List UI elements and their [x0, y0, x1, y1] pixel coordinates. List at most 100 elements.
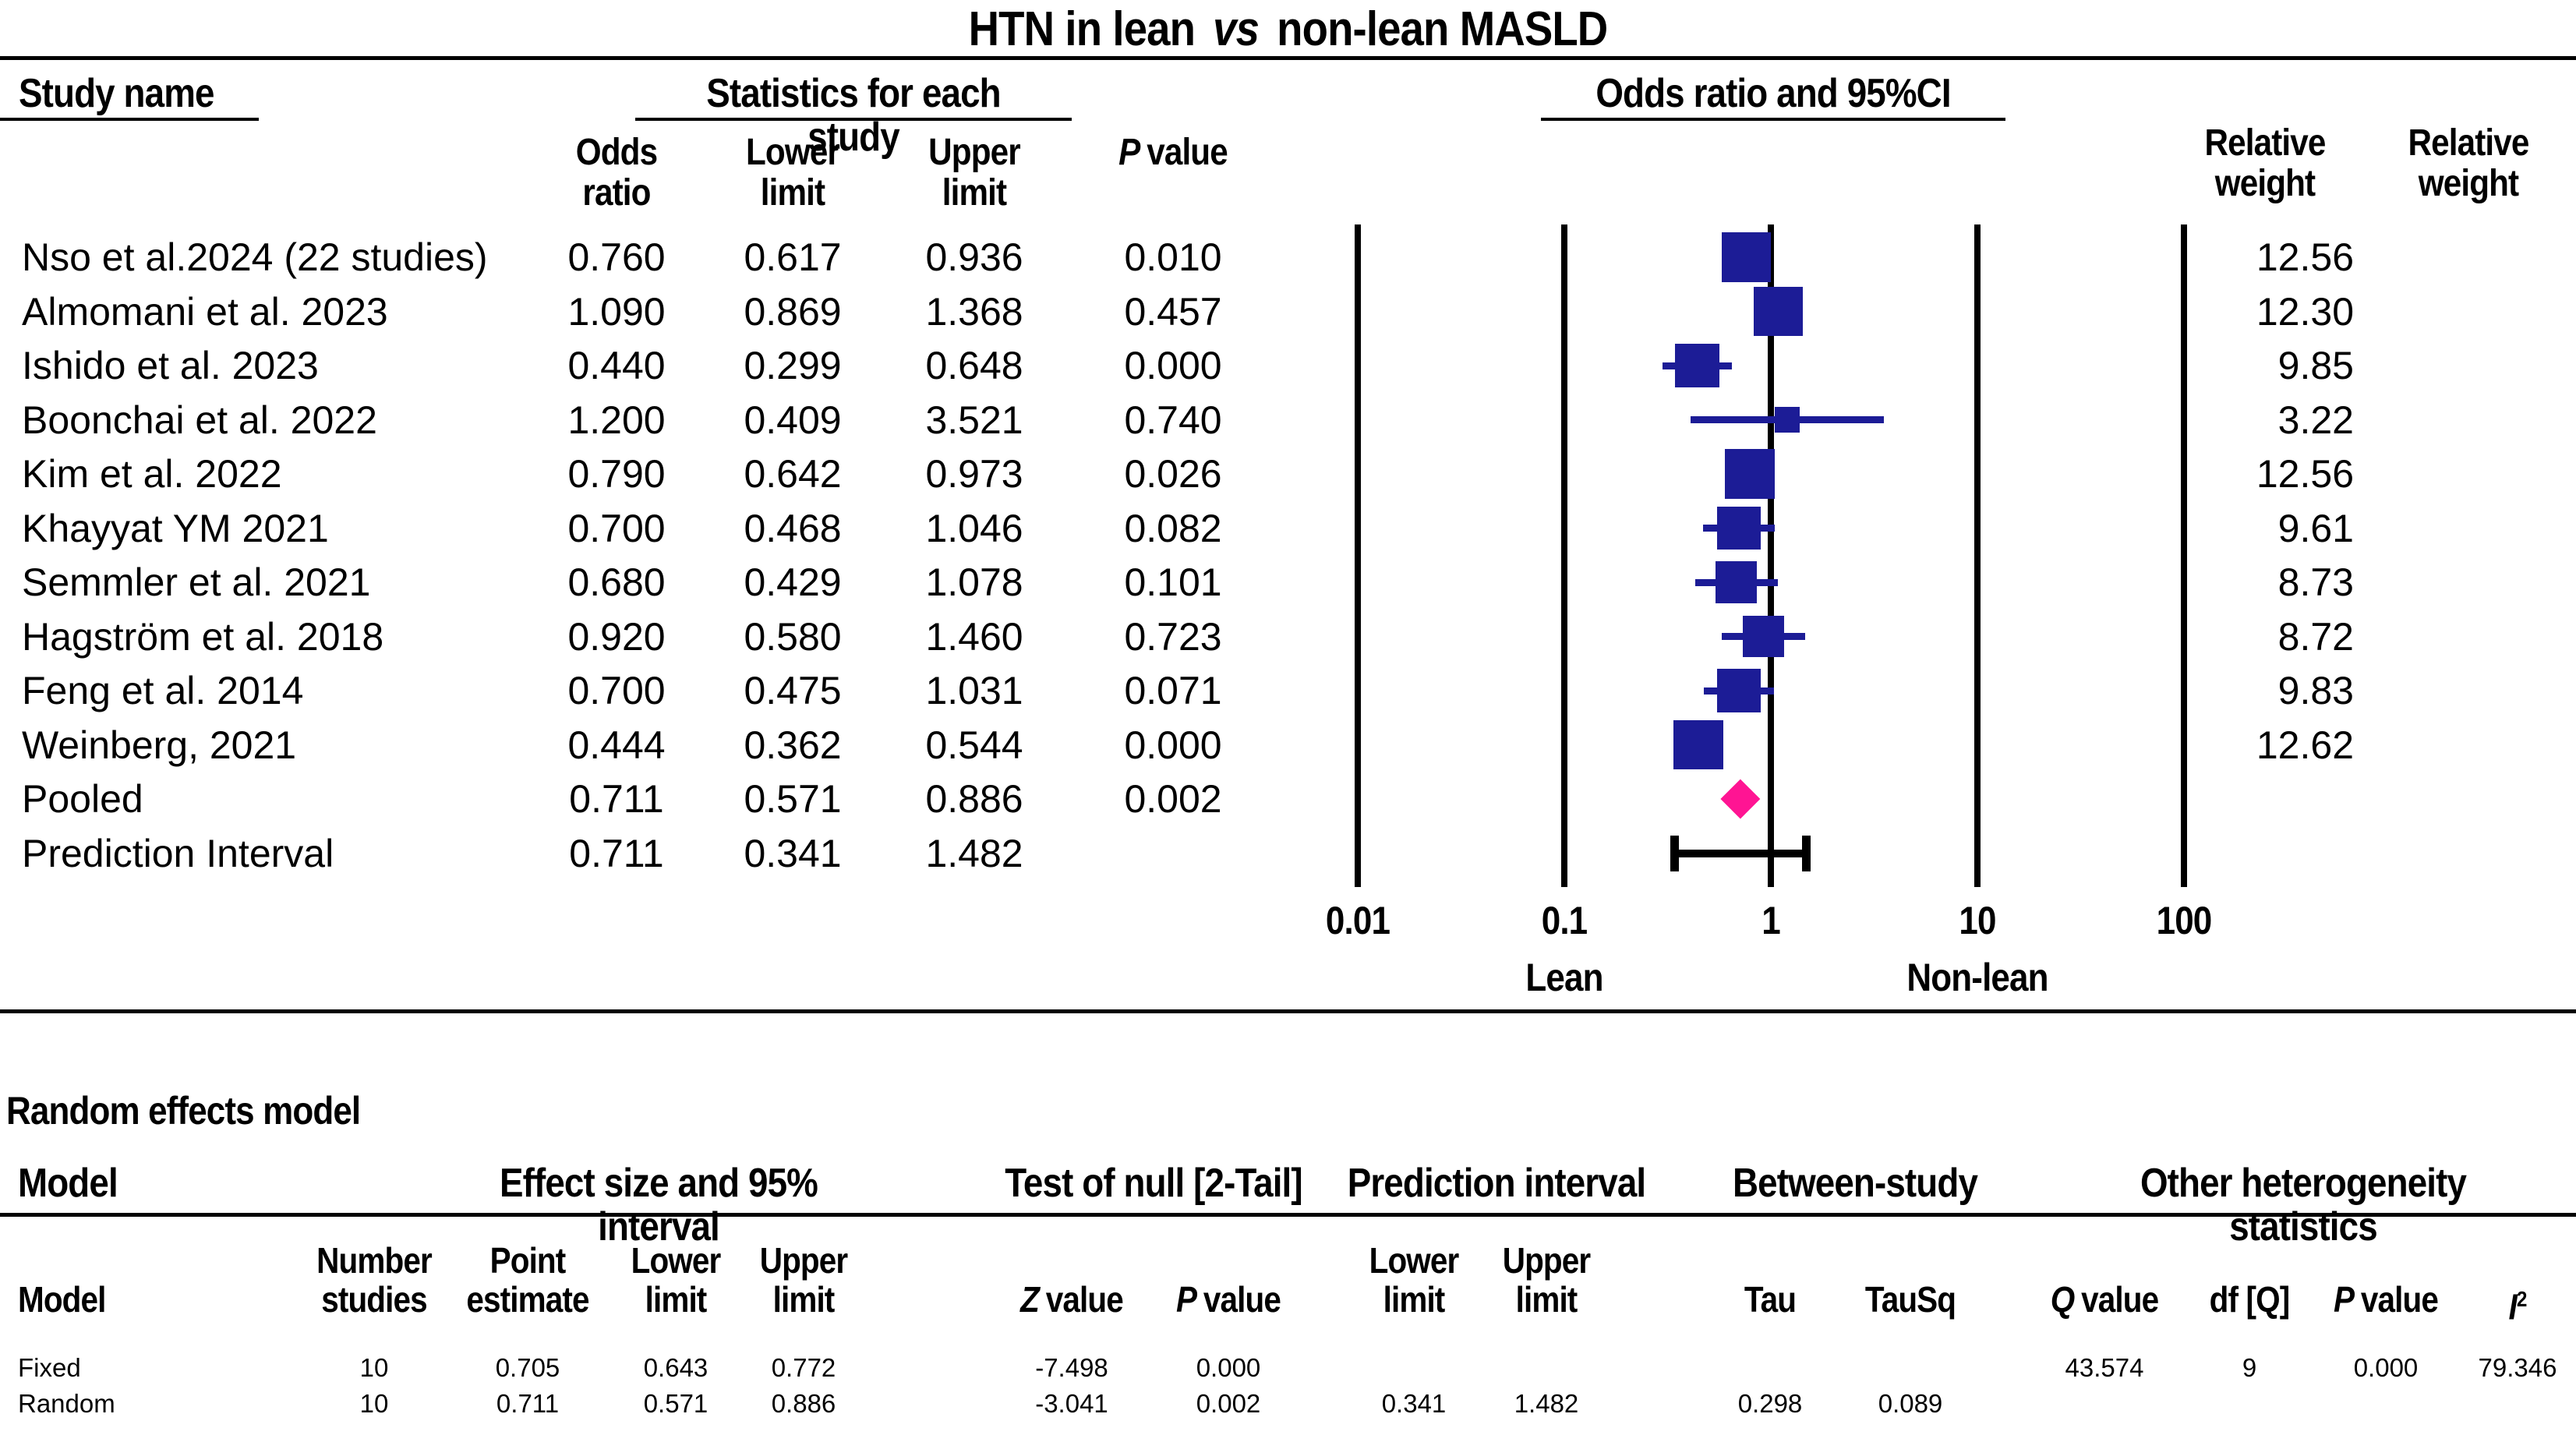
model-upper-value: 0.886 [771, 1389, 836, 1418]
or-square-marker [1716, 561, 1758, 603]
p-symbol: P [1175, 1279, 1197, 1320]
p-value-value: 0.000 [1124, 723, 1222, 767]
model-z-value: -7.498 [1035, 1353, 1108, 1382]
p-value-word: value [1147, 132, 1228, 173]
study-name: Ishido et al. 2023 [22, 344, 319, 387]
or-square-marker [1675, 343, 1719, 388]
title-prefix: HTN in lean [968, 2, 1196, 56]
model-z-value: -3.041 [1035, 1389, 1108, 1418]
or-square-marker [1774, 407, 1800, 433]
upper-limit-value: 3.521 [925, 398, 1023, 442]
upper-limit-value: 1.031 [925, 669, 1023, 712]
x-tick-label: 100 [2156, 899, 2213, 942]
model-col-header-tausq: TauSq [1864, 1279, 1956, 1320]
lower-limit-value: 0.299 [744, 344, 842, 387]
section-title-random-effects-model: Random effects model [6, 1089, 361, 1133]
model-n-value: 10 [359, 1353, 389, 1382]
relative-weight-value: 12.56 [2256, 235, 2354, 279]
axis-label-lean: Lean [1525, 956, 1603, 999]
model-model-value: Fixed [18, 1353, 81, 1382]
relative-weight-value: 9.61 [2277, 506, 2354, 550]
title-suffix: non-lean MASLD [1277, 2, 1608, 56]
model-tausq-value: 0.089 [1878, 1389, 1943, 1418]
study-name: Semmler et al. 2021 [22, 560, 371, 604]
p-value-value: 0.723 [1124, 614, 1222, 659]
statistics-group-underline [635, 118, 1072, 121]
upper-limit-value: 0.973 [925, 452, 1023, 496]
relative-weight-value: 12.30 [2256, 289, 2354, 334]
model-p-value: 0.000 [1196, 1353, 1261, 1382]
relative-weight-value: 3.22 [2277, 398, 2354, 442]
title-vs-italic: vs [1213, 2, 1260, 56]
prediction-interval-cap-left [1670, 835, 1679, 871]
axis-label-non-lean: Non-lean [1906, 956, 2048, 999]
col-header-relative-weight-1: Relative weight [2204, 122, 2327, 204]
group-header-between-study: Between-study [1732, 1161, 1978, 1206]
lower-limit-value: 0.571 [744, 777, 842, 821]
col-header-lower-limit: Lower limit [745, 132, 840, 214]
relative-weight-value: 12.56 [2256, 452, 2354, 496]
model-point-value: 0.705 [495, 1353, 560, 1382]
model-i2-value: 79.346 [2478, 1353, 2557, 1382]
lower-limit-value: 0.429 [744, 560, 842, 604]
p-symbol: P [2333, 1279, 2355, 1320]
or-square-marker [1754, 286, 1804, 337]
top-rule [0, 56, 2576, 60]
col-header-upper-limit: Upper limit [928, 132, 1021, 214]
group-header-prediction-interval: Prediction interval [1347, 1161, 1646, 1206]
odds-ratio-value: 0.700 [567, 669, 666, 712]
p-value-value: 0.071 [1124, 669, 1222, 712]
upper-limit-value: 1.482 [925, 831, 1023, 875]
col-header-odds-ratio-ci-group: Odds ratio and 95%CI [1595, 71, 1951, 116]
lower-limit-value: 0.362 [744, 723, 842, 767]
odds-ratio-value: 0.760 [567, 235, 666, 279]
x-tick-label: 1 [1762, 899, 1780, 942]
study-name: Pooled [22, 777, 143, 821]
or-square-marker [1717, 506, 1761, 550]
or-square-marker [1673, 719, 1723, 770]
odds-ratio-ci-underline [1541, 118, 2005, 121]
p-value-value: 0.101 [1124, 560, 1222, 604]
p-value-value: 0.010 [1124, 235, 1222, 279]
p-value-value: 0.457 [1124, 289, 1222, 334]
model-col-header-lower-limit: Lower limit [631, 1240, 722, 1320]
study-name: Nso et al.2024 (22 studies) [22, 235, 488, 279]
model-n-value: 10 [359, 1389, 389, 1418]
model-col-header-upper-limit: Upper limit [759, 1240, 848, 1320]
upper-limit-value: 1.460 [925, 614, 1023, 659]
model-pi_upper-value: 1.482 [1514, 1389, 1579, 1418]
study-name: Khayyat YM 2021 [22, 506, 329, 550]
upper-limit-value: 1.368 [925, 289, 1023, 334]
odds-ratio-value: 0.440 [567, 344, 666, 387]
gridline-0.1 [1561, 224, 1567, 887]
study-name: Kim et al. 2022 [22, 452, 282, 496]
lower-limit-value: 0.475 [744, 669, 842, 712]
col-header-statistics-group: Statistics for each study [706, 71, 1001, 160]
model-col-header-tau: Tau [1744, 1279, 1797, 1320]
group-header-effect-size: Effect size and 95% interval [500, 1161, 818, 1249]
upper-limit-value: 1.046 [925, 506, 1023, 550]
model-p2-value: 0.000 [2353, 1353, 2419, 1382]
middle-rule [0, 1009, 2576, 1013]
or-square-marker [1716, 668, 1762, 713]
model-table-rule [0, 1213, 2576, 1217]
odds-ratio-value: 0.790 [567, 452, 666, 496]
model-col-header-point-estimate: Point estimate [466, 1240, 589, 1320]
gridline-0.01 [1355, 224, 1361, 887]
model-col-header-model: Model [18, 1279, 106, 1320]
group-header-model: Model [18, 1161, 118, 1206]
group-header-test-of-null: Test of null [2-Tail] [1005, 1161, 1302, 1206]
model-upper-value: 0.772 [771, 1353, 836, 1382]
study-name: Weinberg, 2021 [22, 723, 297, 767]
p-value-value: 0.740 [1124, 398, 1222, 442]
relative-weight-value: 12.62 [2256, 723, 2354, 767]
prediction-interval-bar [1674, 849, 1807, 857]
lower-limit-value: 0.580 [744, 614, 842, 659]
i-squared-symbol: I [2508, 1286, 2517, 1327]
x-tick-label: 0.01 [1325, 899, 1390, 942]
lower-limit-value: 0.409 [744, 398, 842, 442]
model-point-value: 0.711 [496, 1389, 560, 1418]
